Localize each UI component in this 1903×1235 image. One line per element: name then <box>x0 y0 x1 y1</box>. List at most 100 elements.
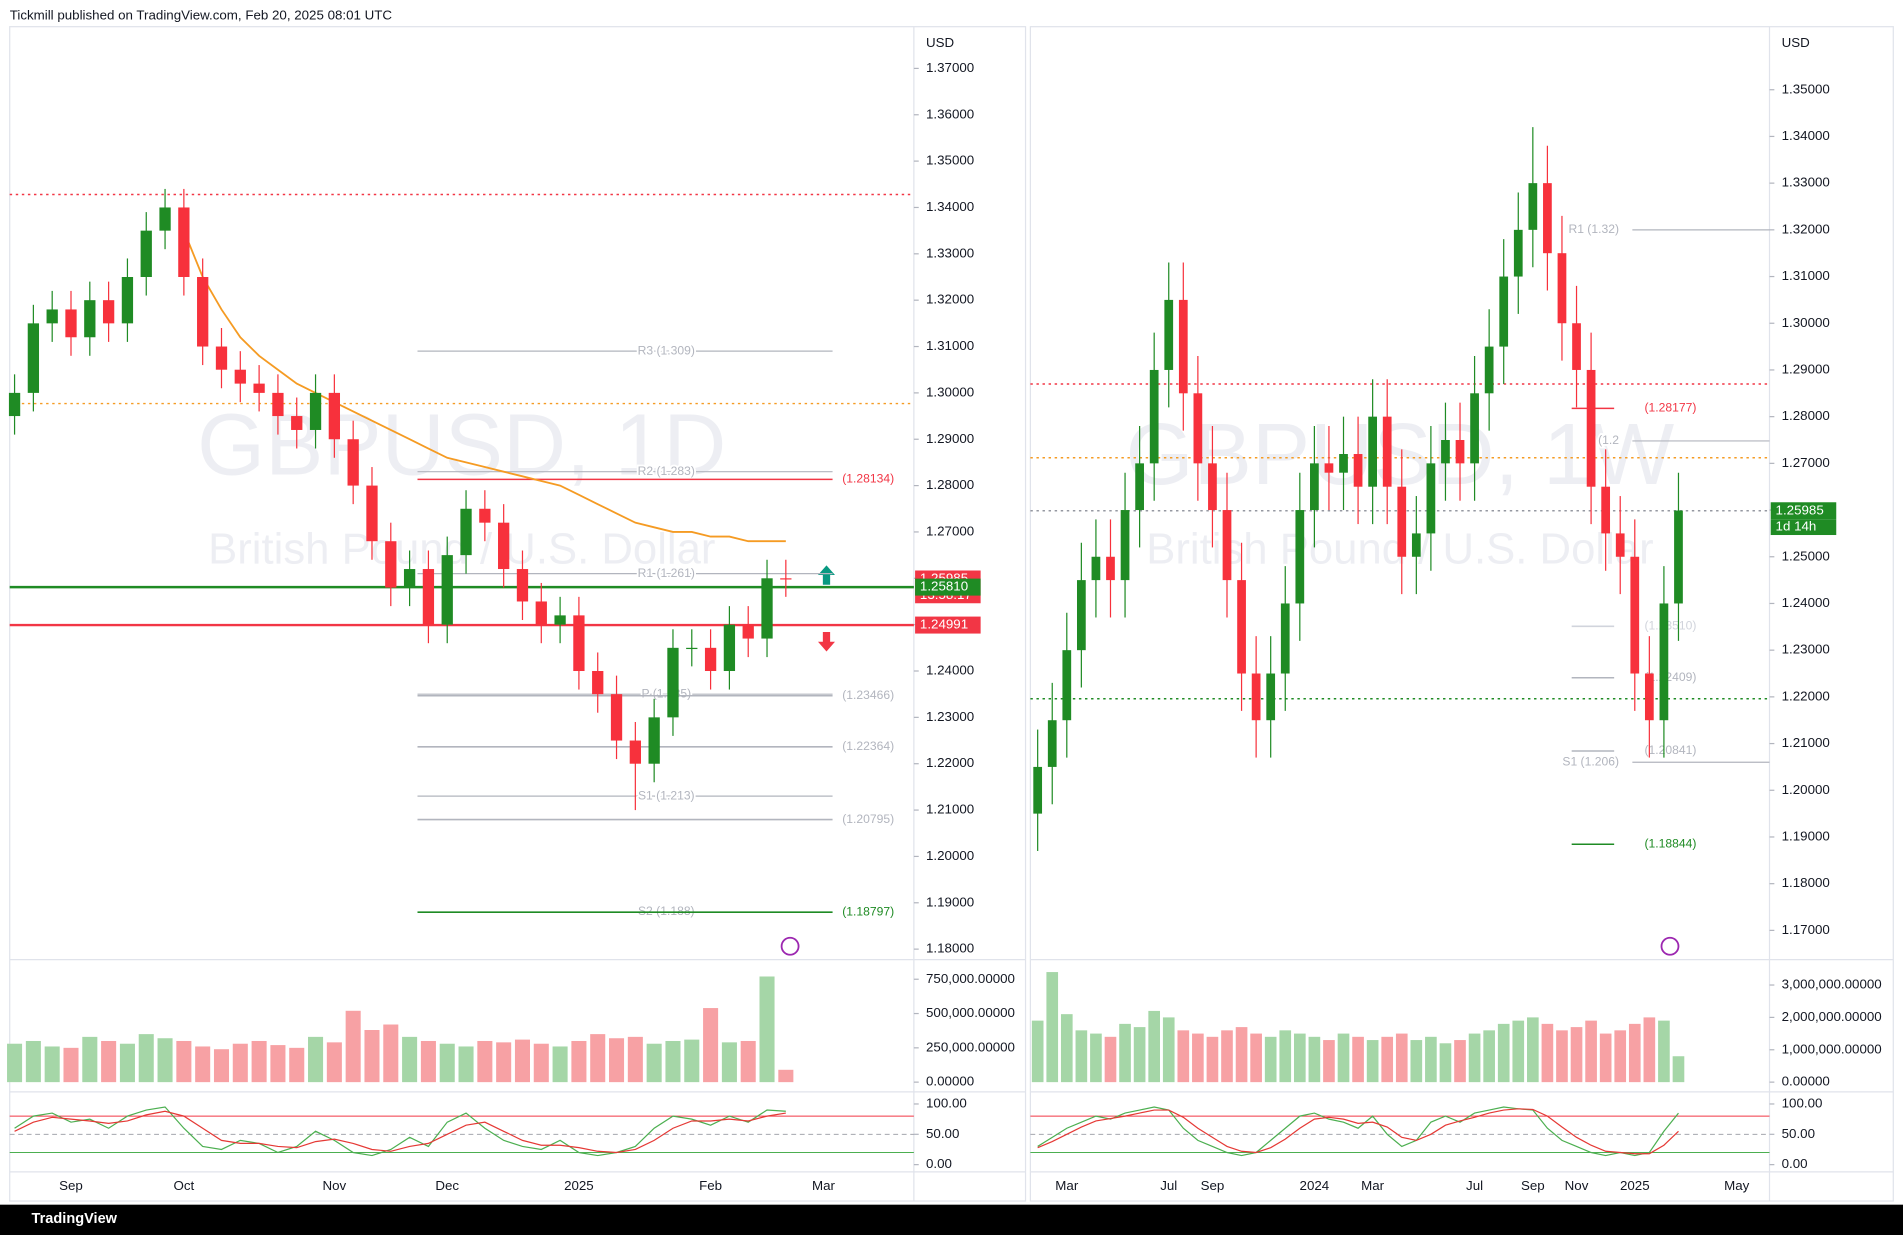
y-tick-label: 0.00 <box>926 1156 952 1171</box>
y-tick-label: 1.19000 <box>926 894 974 909</box>
oscillator-line <box>1037 1108 1679 1155</box>
price-tag-sub <box>1770 519 1837 536</box>
candle-body <box>328 392 341 440</box>
y-tick-label: 1.20000 <box>926 848 974 863</box>
volume-bar <box>1497 1023 1510 1083</box>
volume-bar <box>1352 1036 1364 1083</box>
candle-body <box>65 309 77 338</box>
y-tick-label: 1.35000 <box>926 153 974 168</box>
y-tick-label: 1.33000 <box>1782 175 1830 190</box>
y-tick-label: 1.18000 <box>926 941 974 956</box>
y-tick-label: 0.00000 <box>1782 1074 1830 1089</box>
x-tick-label: Mar <box>812 1178 836 1193</box>
candle-body <box>1062 650 1072 721</box>
candle-body <box>1091 556 1101 581</box>
pivot-tag-label: (1.23466) <box>842 688 894 702</box>
x-tick-label: Nov <box>323 1178 347 1193</box>
volume-bar <box>1279 1030 1292 1083</box>
price-tag-sublabel: 1d 14h <box>1776 519 1817 534</box>
y-tick-label: 50.00 <box>1782 1126 1815 1141</box>
x-tick-label: Nov <box>1565 1178 1589 1193</box>
y-tick-label: 1.29000 <box>1782 361 1830 376</box>
left-frame <box>9 26 1027 1202</box>
candle-body <box>704 647 717 672</box>
volume-bar <box>1060 1014 1073 1083</box>
alert-icon[interactable] <box>780 936 800 956</box>
volume-bar <box>1439 1043 1452 1083</box>
volume-bar <box>308 1036 324 1083</box>
volume-bar <box>665 1040 681 1083</box>
candle-body <box>1149 369 1159 464</box>
candle-body <box>1120 510 1130 581</box>
pivot-tag-label: (1.20795) <box>842 812 894 826</box>
volume-bar <box>138 1034 154 1083</box>
volume-bar <box>44 1046 60 1083</box>
candle-body <box>535 601 547 625</box>
candle-body <box>1324 463 1334 473</box>
candle-body <box>1528 183 1538 230</box>
y-tick-label: 0.00000 <box>926 1074 974 1089</box>
y-tick-label: 1.24000 <box>926 663 974 678</box>
pivot-tag-label: (1.20841) <box>1644 743 1696 757</box>
oscillator-line <box>1037 1106 1679 1157</box>
right-frame <box>1029 26 1894 1202</box>
y-tick-label: 3,000,000.00000 <box>1782 977 1882 992</box>
y-tick-label: 1.29000 <box>926 431 974 446</box>
volume-bar <box>232 1043 248 1083</box>
x-tick-label: Dec <box>435 1178 459 1193</box>
volume-bar <box>213 1049 230 1083</box>
volume-bar <box>1468 1033 1481 1083</box>
volume-bar <box>552 1046 568 1083</box>
volume-bar <box>1643 1017 1656 1083</box>
candle-body <box>1193 393 1203 464</box>
candle-body <box>1353 454 1363 487</box>
candle-body <box>366 485 378 542</box>
volume-bar <box>345 1010 361 1083</box>
price-tag-label: 1.24991 <box>920 617 968 632</box>
x-tick-label: Jul <box>1160 1178 1177 1193</box>
volume-bar <box>1119 1023 1131 1083</box>
volume-bar <box>1250 1033 1262 1083</box>
volume-bar <box>1527 1017 1539 1083</box>
candle-body <box>121 276 134 324</box>
volume-bar <box>740 1040 756 1083</box>
candle-body <box>573 615 585 672</box>
candle-body <box>686 647 698 650</box>
candle-body <box>84 300 96 338</box>
volume-bar <box>176 1040 192 1083</box>
y-tick-label: 1.31000 <box>1782 268 1830 283</box>
y-tick-label: 1.20000 <box>1782 782 1830 797</box>
y-tick-label: 500,000.00000 <box>926 1005 1015 1020</box>
candle-body <box>441 555 453 625</box>
volume-bar <box>1614 1030 1627 1083</box>
y-tick-label: 1,000,000.00000 <box>1782 1041 1882 1056</box>
candle-body <box>1455 440 1465 464</box>
candle-body <box>1251 673 1261 721</box>
candle-body <box>234 369 246 384</box>
volume-bar <box>420 1040 436 1083</box>
candle-body <box>8 392 21 417</box>
candle-body <box>291 416 303 430</box>
y-tick-label: 1.37000 <box>926 60 974 75</box>
pivot-label: R2 (1.283) <box>638 464 695 478</box>
pivot-label: R1 (1.32) <box>1568 222 1619 236</box>
volume-bar <box>627 1036 643 1083</box>
volume-bar <box>1585 1020 1597 1083</box>
volume-bar <box>1395 1033 1408 1083</box>
volume-bar <box>571 1040 587 1083</box>
x-tick-label: Feb <box>699 1178 722 1193</box>
y-tick-label: 1.22000 <box>1782 688 1830 703</box>
volume-bar <box>703 1008 719 1083</box>
candle-body <box>742 624 754 639</box>
candle-body <box>385 541 397 588</box>
volume-bar <box>1235 1027 1248 1083</box>
volume-bar <box>1031 1020 1044 1083</box>
y-tick-label: 1.30000 <box>926 384 974 399</box>
alert-icon[interactable] <box>1660 936 1680 956</box>
volume-bar <box>1148 1010 1161 1083</box>
footer-logo[interactable]: TradingView <box>32 1211 118 1227</box>
volume-bar <box>1483 1030 1495 1083</box>
volume-bar <box>590 1034 606 1083</box>
y-tick-label: 1.28000 <box>1782 408 1830 423</box>
